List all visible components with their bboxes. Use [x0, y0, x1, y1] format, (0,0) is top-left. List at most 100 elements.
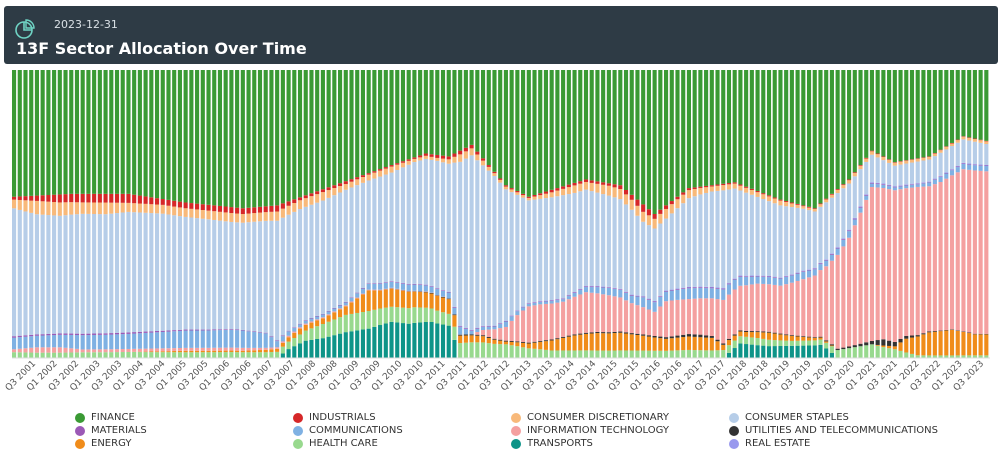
bar-segment-consumer-staples[interactable] — [412, 162, 417, 284]
bar-segment-consumer-staples[interactable] — [686, 198, 691, 287]
bar-segment-consumer-staples[interactable] — [486, 170, 491, 326]
bar-segment-information-technology[interactable] — [206, 347, 211, 351]
bar-segment-materials[interactable] — [29, 334, 34, 337]
bar-segment-energy[interactable] — [360, 294, 365, 312]
bar-segment-materials[interactable] — [395, 282, 400, 283]
bar-segment-energy[interactable] — [967, 333, 972, 356]
bar-segment-industrials[interactable] — [378, 169, 383, 171]
bar-segment-information-technology[interactable] — [92, 349, 97, 353]
bar-segment-consumer-discretionary[interactable] — [257, 212, 263, 222]
bar-segment-materials[interactable] — [74, 333, 80, 336]
bar-segment-real-estate[interactable] — [824, 259, 829, 260]
bar-segment-communications[interactable] — [761, 276, 766, 284]
bar-segment-health-care[interactable] — [92, 352, 97, 358]
bar-segment-consumer-staples[interactable] — [864, 161, 869, 195]
bar-segment-consumer-staples[interactable] — [744, 192, 749, 276]
bar-segment-energy[interactable] — [240, 350, 245, 353]
bar-segment-information-technology[interactable] — [595, 293, 600, 332]
bar-segment-finance[interactable] — [978, 70, 983, 140]
bar-segment-health-care[interactable] — [332, 319, 337, 336]
bar-segment-health-care[interactable] — [63, 352, 68, 358]
bar-segment-information-technology[interactable] — [629, 303, 634, 334]
bar-segment-information-technology[interactable] — [646, 309, 651, 336]
bar-segment-health-care[interactable] — [326, 321, 331, 337]
bar-segment-materials[interactable] — [292, 327, 297, 328]
bar-segment-materials[interactable] — [726, 283, 732, 285]
bar-segment-consumer-staples[interactable] — [887, 162, 892, 185]
bar-segment-communications[interactable] — [263, 333, 268, 348]
bar-segment-materials[interactable] — [698, 287, 703, 288]
bar-segment-utilities-and-telecommunications[interactable] — [864, 342, 869, 346]
bar-segment-utilities-and-telecommunications[interactable] — [566, 335, 571, 337]
bar-segment-consumer-discretionary[interactable] — [372, 172, 377, 179]
bar-segment-utilities-and-telecommunications[interactable] — [509, 340, 514, 342]
bar-segment-consumer-staples[interactable] — [400, 167, 406, 283]
bar-segment-consumer-staples[interactable] — [503, 189, 508, 321]
bar-segment-communications[interactable] — [789, 275, 794, 283]
bar-segment-communications[interactable] — [29, 336, 34, 348]
bar-segment-consumer-staples[interactable] — [784, 206, 789, 276]
bar-segment-information-technology[interactable] — [898, 189, 903, 339]
bar-segment-health-care[interactable] — [46, 352, 51, 358]
bar-segment-finance[interactable] — [360, 70, 365, 176]
bar-segment-finance[interactable] — [601, 70, 606, 183]
bar-segment-consumer-discretionary[interactable] — [12, 199, 17, 209]
bar-segment-finance[interactable] — [223, 70, 228, 207]
bar-segment-consumer-staples[interactable] — [818, 206, 823, 263]
bar-segment-materials[interactable] — [200, 329, 205, 331]
bar-segment-communications[interactable] — [143, 332, 148, 349]
bar-segment-industrials[interactable] — [909, 159, 915, 160]
bar-segment-communications[interactable] — [612, 288, 617, 297]
bar-segment-industrials[interactable] — [921, 157, 926, 158]
bar-segment-health-care[interactable] — [160, 352, 165, 358]
bar-segment-communications[interactable] — [704, 288, 709, 299]
bar-segment-materials[interactable] — [738, 276, 743, 277]
bar-segment-materials[interactable] — [709, 287, 714, 289]
bar-segment-finance[interactable] — [772, 70, 777, 198]
bar-segment-energy[interactable] — [664, 338, 669, 351]
bar-segment-finance[interactable] — [217, 70, 223, 206]
bar-segment-consumer-staples[interactable] — [212, 219, 217, 330]
bar-segment-utilities-and-telecommunications[interactable] — [881, 339, 886, 346]
bar-segment-consumer-staples[interactable] — [681, 203, 686, 288]
bar-segment-consumer-discretionary[interactable] — [829, 194, 834, 198]
bar-segment-communications[interactable] — [829, 254, 834, 261]
bar-segment-consumer-discretionary[interactable] — [183, 208, 188, 217]
bar-segment-consumer-staples[interactable] — [452, 162, 457, 307]
bar-segment-energy[interactable] — [217, 350, 223, 353]
bar-segment-information-technology[interactable] — [824, 266, 829, 341]
bar-segment-finance[interactable] — [869, 70, 875, 151]
bar-segment-health-care[interactable] — [921, 355, 926, 358]
bar-segment-industrials[interactable] — [806, 206, 812, 208]
bar-segment-communications[interactable] — [34, 335, 39, 348]
bar-segment-communications[interactable] — [246, 331, 251, 348]
bar-segment-communications[interactable] — [154, 332, 160, 349]
bar-segment-information-technology[interactable] — [583, 292, 589, 333]
bar-segment-industrials[interactable] — [589, 180, 594, 183]
bar-segment-consumer-staples[interactable] — [12, 208, 17, 337]
bar-segment-finance[interactable] — [126, 70, 131, 194]
bar-segment-health-care[interactable] — [526, 348, 531, 358]
bar-segment-health-care[interactable] — [257, 352, 263, 358]
bar-segment-real-estate[interactable] — [801, 270, 806, 272]
bar-segment-energy[interactable] — [601, 333, 606, 351]
bar-segment-transports[interactable] — [349, 331, 354, 358]
bar-segment-consumer-staples[interactable] — [944, 149, 949, 173]
bar-segment-materials[interactable] — [206, 329, 211, 331]
bar-segment-energy[interactable] — [829, 345, 834, 347]
bar-segment-materials[interactable] — [944, 172, 949, 174]
bar-segment-energy[interactable] — [915, 336, 920, 356]
bar-segment-energy[interactable] — [618, 332, 623, 351]
bar-segment-materials[interactable] — [280, 335, 285, 337]
bar-segment-finance[interactable] — [669, 70, 674, 202]
bar-segment-communications[interactable] — [869, 183, 875, 188]
bar-segment-industrials[interactable] — [766, 195, 772, 197]
bar-segment-transports[interactable] — [738, 343, 743, 358]
bar-segment-consumer-staples[interactable] — [875, 157, 880, 183]
bar-segment-utilities-and-telecommunications[interactable] — [446, 298, 451, 300]
bar-segment-consumer-staples[interactable] — [395, 169, 400, 283]
bar-segment-real-estate[interactable] — [681, 287, 686, 289]
bar-segment-information-technology[interactable] — [692, 298, 697, 335]
bar-segment-consumer-staples[interactable] — [435, 160, 440, 289]
bar-segment-energy[interactable] — [761, 332, 766, 339]
